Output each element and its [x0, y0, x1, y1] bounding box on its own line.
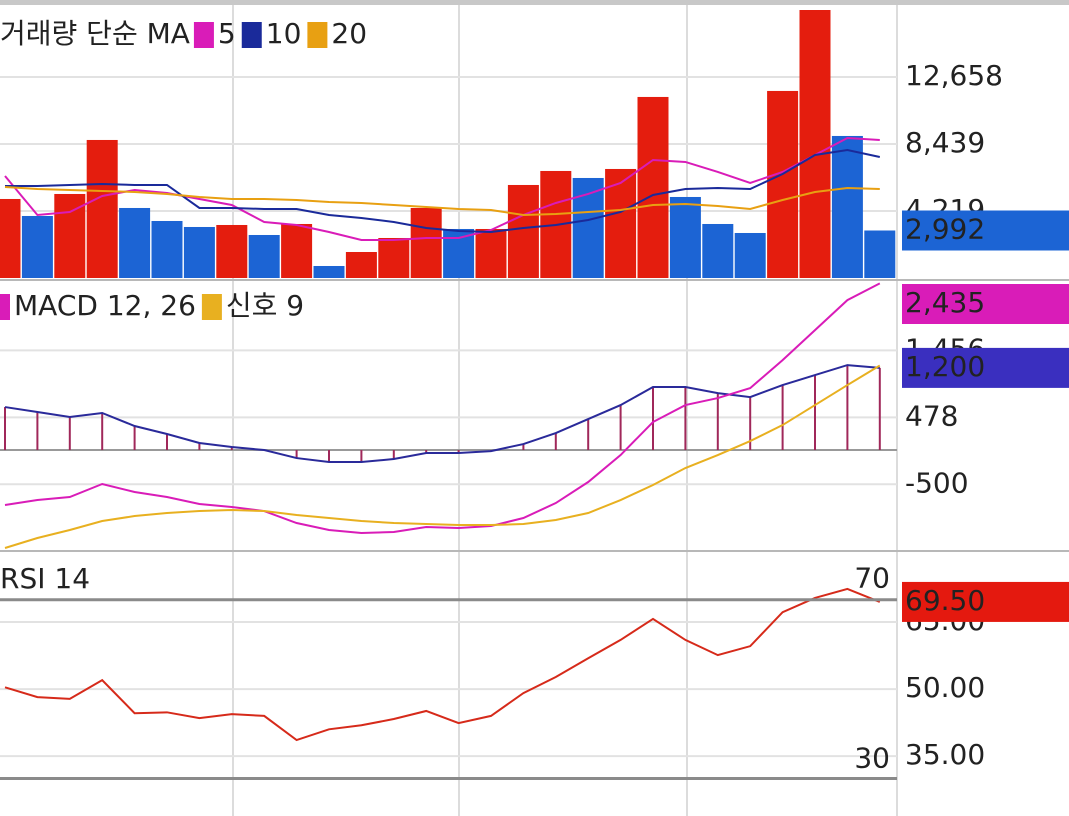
- bar: [119, 207, 151, 278]
- series-line: [4, 587, 881, 742]
- value-label-box: [902, 581, 1069, 622]
- level-label: 70: [854, 562, 890, 595]
- bar: [799, 10, 831, 278]
- bar: [669, 196, 701, 278]
- y-tick-label: 12,658: [905, 59, 1003, 92]
- value-label: 69.50: [905, 584, 985, 617]
- legend-label: 20: [331, 17, 367, 50]
- bar: [734, 232, 766, 278]
- bar: [475, 228, 507, 278]
- bar: [767, 90, 799, 278]
- legend-swatch: [0, 294, 10, 320]
- bar: [864, 230, 896, 278]
- legend-label: MACD 12, 26: [14, 289, 196, 322]
- series-line: [4, 185, 880, 216]
- top-border: [0, 0, 1069, 5]
- bar: [410, 207, 442, 278]
- legend-swatch: [201, 294, 222, 320]
- y-tick-label: 478: [905, 399, 958, 432]
- level-label: 30: [854, 741, 890, 774]
- bar: [605, 168, 637, 278]
- bar: [0, 198, 21, 278]
- bar: [216, 224, 248, 278]
- value-label: 2,992: [905, 212, 985, 245]
- bar: [378, 237, 410, 278]
- legend-label: 신호 9: [226, 289, 304, 322]
- legend-label: 10: [266, 17, 302, 50]
- value-label-box: [902, 284, 1069, 324]
- bar: [281, 223, 313, 278]
- value-label-box: [902, 210, 1069, 251]
- bar: [183, 226, 215, 278]
- bar: [702, 223, 734, 278]
- series-line: [5, 148, 881, 233]
- bar: [507, 184, 539, 278]
- y-tick-label: -500: [905, 466, 969, 499]
- series-line: [4, 282, 881, 535]
- legend-swatch: [241, 22, 262, 48]
- bar: [248, 234, 280, 278]
- bar: [637, 96, 669, 278]
- bar: [86, 139, 118, 278]
- value-label: 1,200: [905, 350, 985, 383]
- legend-title: 거래량 단순 MA: [0, 17, 190, 50]
- legend-title: RSI 14: [0, 562, 90, 595]
- y-tick-label: 8,439: [905, 126, 985, 159]
- series-line: [4, 364, 880, 464]
- bar: [345, 251, 377, 278]
- series-line: [4, 364, 881, 549]
- legend-swatch: [193, 22, 214, 48]
- legend-swatch: [307, 22, 328, 48]
- y-tick-label: 50.00: [905, 671, 985, 704]
- series-line: [4, 136, 880, 241]
- bar: [313, 265, 345, 278]
- time-grid: [232, 5, 898, 816]
- bar: [831, 135, 863, 278]
- bar: [21, 215, 53, 278]
- value-label-box: [902, 347, 1069, 388]
- y-tick-label: 35.00: [905, 738, 985, 771]
- bar: [151, 220, 183, 278]
- value-label: 2,435: [905, 286, 985, 319]
- legend-label: 5: [218, 17, 236, 50]
